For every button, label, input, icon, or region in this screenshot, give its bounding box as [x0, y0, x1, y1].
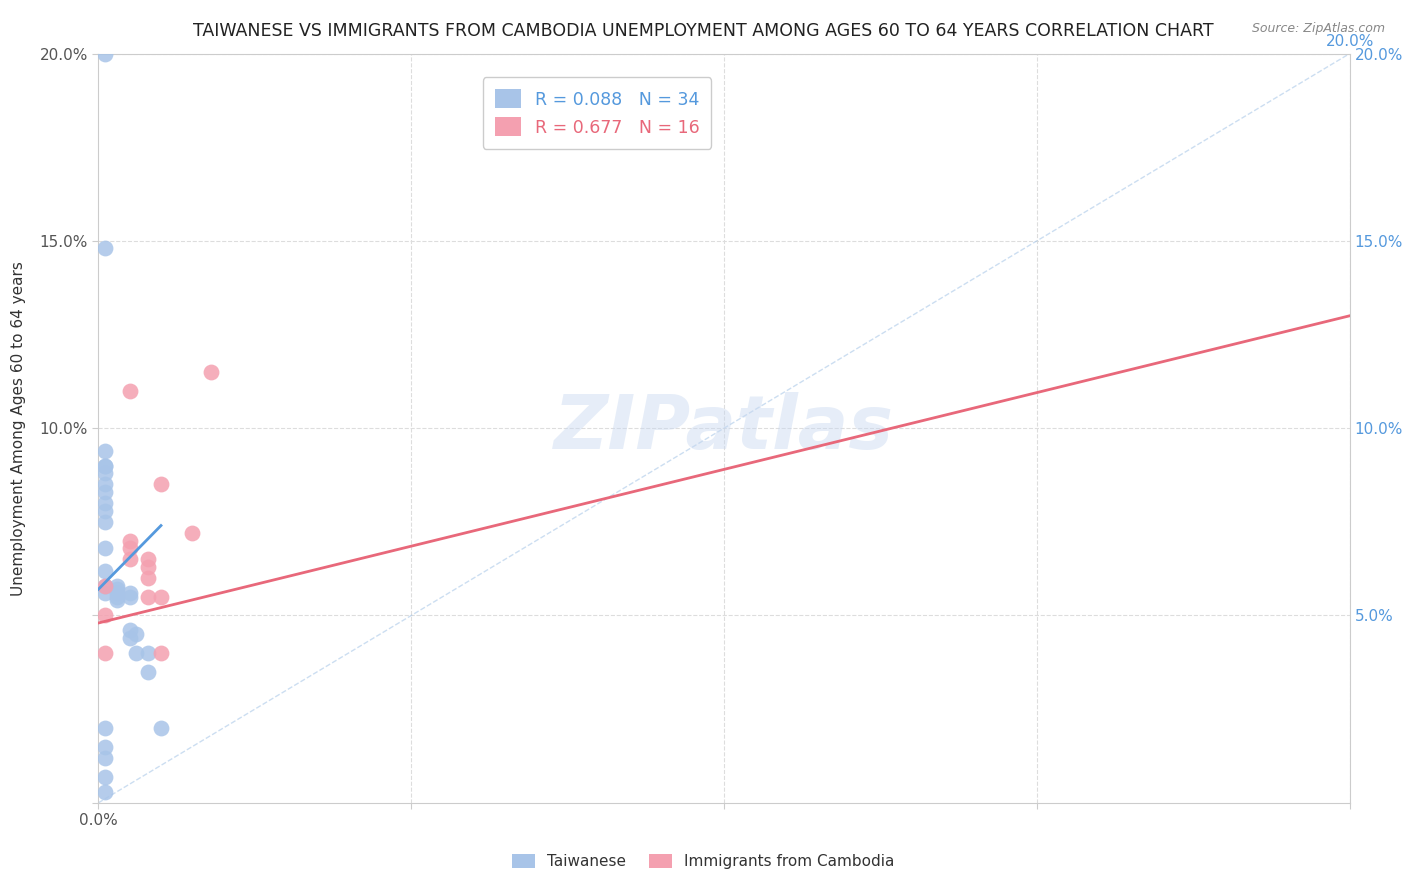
Point — [125, 627, 148, 641]
Point — [105, 593, 128, 607]
Point — [105, 578, 128, 592]
Point — [138, 590, 160, 604]
Text: ZIPatlas: ZIPatlas — [554, 392, 894, 465]
Point — [118, 541, 141, 555]
Point — [118, 533, 141, 548]
Point — [138, 665, 160, 679]
Point — [93, 477, 115, 491]
Point — [150, 590, 173, 604]
Point — [93, 541, 115, 555]
Point — [125, 646, 148, 660]
Point — [93, 578, 115, 592]
Point — [93, 496, 115, 510]
Y-axis label: Unemployment Among Ages 60 to 64 years: Unemployment Among Ages 60 to 64 years — [11, 260, 25, 596]
Point — [138, 552, 160, 566]
Point — [200, 365, 222, 379]
Point — [118, 552, 141, 566]
Point — [105, 582, 128, 597]
Legend: Taiwanese, Immigrants from Cambodia: Taiwanese, Immigrants from Cambodia — [506, 848, 900, 875]
Point — [93, 721, 115, 735]
Point — [150, 721, 173, 735]
Point — [93, 646, 115, 660]
Point — [118, 590, 141, 604]
Point — [93, 578, 115, 592]
Point — [93, 515, 115, 529]
Point — [93, 443, 115, 458]
Point — [93, 466, 115, 480]
Point — [138, 571, 160, 585]
Point — [93, 751, 115, 765]
Point — [105, 590, 128, 604]
Point — [138, 559, 160, 574]
Point — [93, 458, 115, 473]
Point — [93, 484, 115, 499]
Point — [181, 526, 204, 541]
Point — [138, 646, 160, 660]
Point — [150, 477, 173, 491]
Point — [118, 624, 141, 638]
Point — [93, 241, 115, 255]
Point — [93, 739, 115, 754]
Legend: R = 0.088   N = 34, R = 0.677   N = 16: R = 0.088 N = 34, R = 0.677 N = 16 — [482, 78, 711, 149]
Point — [118, 631, 141, 645]
Point — [118, 586, 141, 600]
Point — [118, 384, 141, 398]
Point — [93, 564, 115, 578]
Point — [93, 46, 115, 61]
Text: TAIWANESE VS IMMIGRANTS FROM CAMBODIA UNEMPLOYMENT AMONG AGES 60 TO 64 YEARS COR: TAIWANESE VS IMMIGRANTS FROM CAMBODIA UN… — [193, 22, 1213, 40]
Text: Source: ZipAtlas.com: Source: ZipAtlas.com — [1251, 22, 1385, 36]
Point — [93, 770, 115, 784]
Point — [93, 458, 115, 473]
Point — [93, 608, 115, 623]
Point — [150, 646, 173, 660]
Point — [93, 784, 115, 798]
Point — [93, 503, 115, 517]
Point — [105, 586, 128, 600]
Point — [93, 586, 115, 600]
